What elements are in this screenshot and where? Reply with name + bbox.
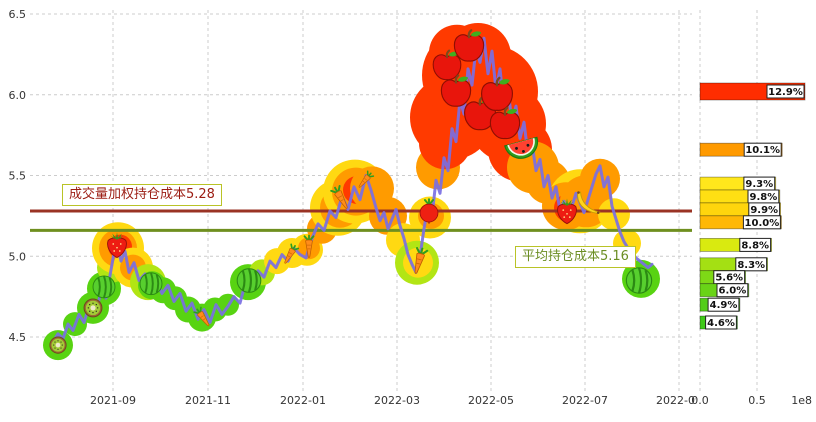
- bar-label-chip: [735, 257, 768, 272]
- watermelon-icon: [139, 271, 163, 296]
- bar-label-chip: [743, 142, 782, 157]
- bar-label-chip: [766, 84, 805, 99]
- x-axis-tick-label: 0.0: [691, 394, 709, 407]
- bar-label-chip: [739, 237, 772, 252]
- bar-percent-label: 10.1%: [745, 145, 780, 156]
- y-axis-tick-label: 6.5: [9, 8, 27, 21]
- bar-percent-label: 4.6%: [707, 318, 735, 329]
- watermelon-icon: [92, 274, 116, 299]
- y-axis-tick-label: 5.0: [9, 250, 27, 263]
- price-chart: 6.5 6.0 5.5 5.0 4.5 2021-09 2021-11 2022-01 2022…: [9, 8, 697, 407]
- x-axis-tick-label: 2022-07: [562, 394, 608, 407]
- bar-percent-label: 8.3%: [737, 260, 765, 271]
- watermelon-icon: [625, 266, 653, 295]
- y-axis-tick-label: 5.5: [9, 170, 27, 183]
- bar-percent-label: 9.3%: [745, 179, 773, 190]
- bar-label-chip: [716, 283, 749, 298]
- bar-percent-label: 4.9%: [710, 300, 738, 311]
- axis-offset-label: 1e8: [791, 394, 812, 407]
- x-axis-tick-label: 2022-01: [280, 394, 326, 407]
- bar-percent-label: 5.6%: [715, 273, 743, 284]
- bar-percent-label: 9.8%: [750, 192, 778, 203]
- bar-label-chip: [705, 315, 737, 330]
- bar-percent-label: 9.9%: [750, 205, 778, 216]
- x-axis-tick-label: 2021-09: [90, 394, 136, 407]
- x-axis-tick-label: 2022-09: [656, 394, 696, 407]
- bar-label-chip: [742, 215, 781, 230]
- x-axis-tick-label: 2022-03: [374, 394, 420, 407]
- bar-percent-label: 6.0%: [719, 286, 747, 297]
- watermelon-icon: [236, 267, 262, 294]
- bar-percent-label: 8.8%: [741, 240, 769, 251]
- x-axis-tick-label: 2022-05: [468, 394, 514, 407]
- bar-percent-label: 10.0%: [745, 218, 780, 229]
- kiwi-icon: [83, 298, 103, 318]
- x-axis-tick-label: 2021-11: [185, 394, 231, 407]
- x-axis-tick-label: 0.5: [748, 394, 766, 407]
- bar-percent-label: 12.9%: [768, 87, 803, 98]
- volume-distribution-chart: 12.9% 10.1% 9.3% 9.8% 9.9% 10.0% 8.8% 8.3% 5.6% 6…: [691, 10, 812, 407]
- y-axis-tick-label: 6.0: [9, 89, 27, 102]
- vwap-cost-label: 成交量加权持仓成本5.28: [62, 184, 222, 207]
- y-axis-tick-label: 4.5: [9, 331, 27, 344]
- bar-label-chip: [707, 297, 740, 312]
- avg-cost-label: 平均持仓成本5.16: [515, 246, 636, 269]
- kiwi-icon: [49, 336, 67, 354]
